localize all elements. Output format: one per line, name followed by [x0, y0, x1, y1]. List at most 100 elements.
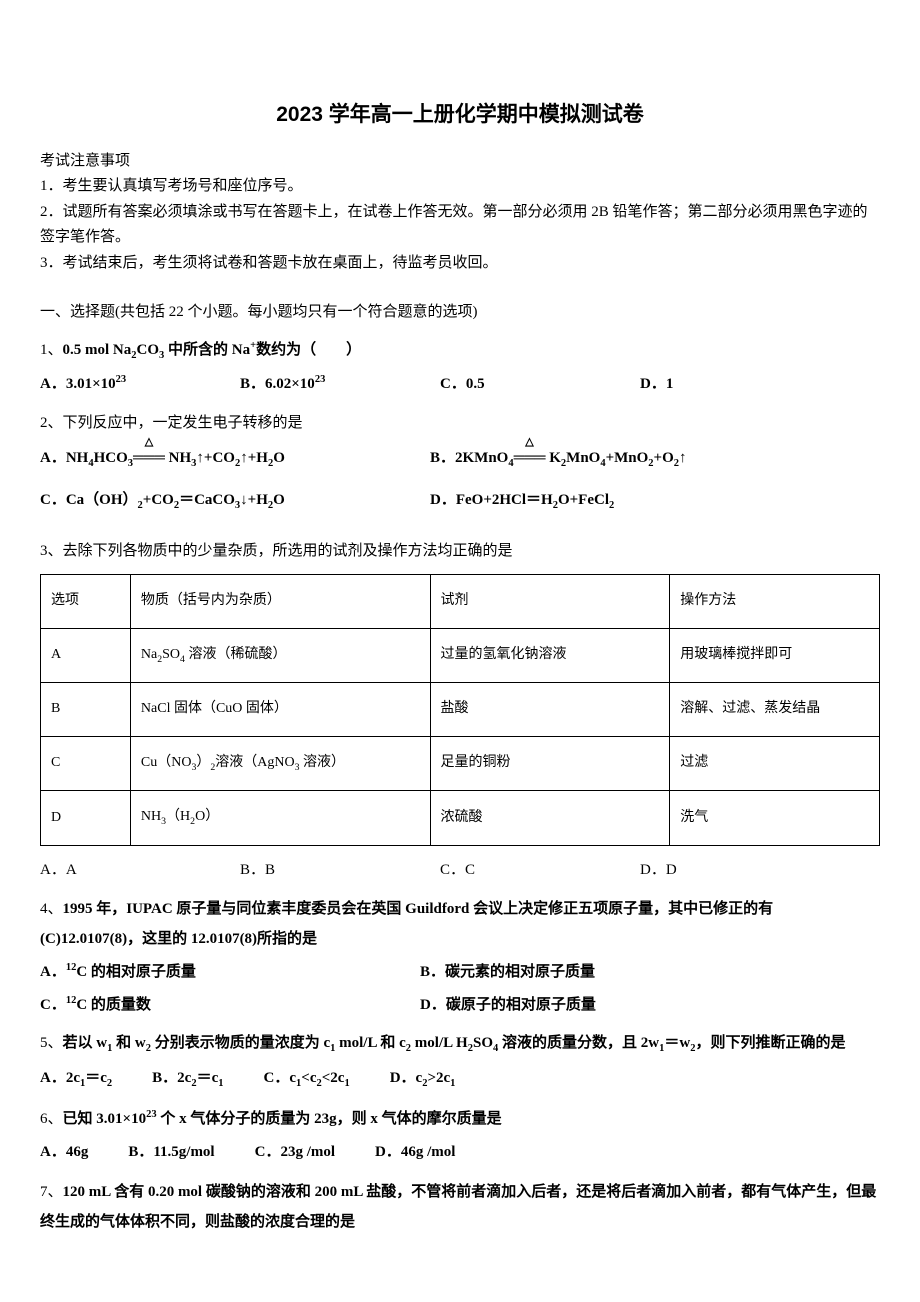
question-7: 7、120 mL 含有 0.20 mol 碳酸钠的溶液和 200 mL 盐酸，不… — [40, 1177, 880, 1237]
q3-option-b: B．B — [240, 856, 440, 885]
q4-options-row2: C．12C 的质量数 D．碳原子的相对原子质量 — [40, 991, 880, 1020]
q1-t2: CO — [137, 342, 160, 358]
q3-options: A．A B．B C．C D．D — [40, 856, 880, 885]
q5-prefix: 5、 — [40, 1035, 63, 1051]
question-4-text: 4、1995 年，IUPAC 原子量与同位素丰度委员会在英国 Guildford… — [40, 894, 880, 924]
q5d2: >2c — [427, 1070, 450, 1086]
cell-reagent: 足量的铜粉 — [430, 736, 670, 790]
q4-t1: 1995 年，IUPAC 原子量与同位素丰度委员会在英国 Guildford 会… — [63, 901, 774, 917]
q5-8: ＝w — [664, 1035, 690, 1051]
c2-s4: 溶液） — [300, 755, 346, 770]
q6-option-b: B．11.5g/mol — [128, 1138, 214, 1167]
table-row: A Na2SO4 溶液（稀硫酸） 过量的氢氧化钠溶液 用玻璃棒搅拌即可 — [41, 628, 880, 682]
q4a-sup: 12 — [66, 962, 77, 973]
question-7-text: 7、120 mL 含有 0.20 mol 碳酸钠的溶液和 200 mL 盐酸，不… — [40, 1177, 880, 1237]
q7-prefix: 7、 — [40, 1184, 63, 1200]
q2a-3: NH — [165, 450, 191, 466]
q5-options: A．2c1＝c2 B．2c2＝c1 C．c1<c2<2c1 D．c2>2c1 — [40, 1064, 880, 1094]
q1-options: A．3.01×1023 B．6.02×1023 C．0.5 D．1 — [40, 370, 880, 399]
q2-option-a: A．NH4HCO3△═══ NH3↑+CO2↑+H2O — [40, 444, 430, 474]
q1-option-b: B．6.02×1023 — [240, 370, 440, 399]
q2c-5: O — [273, 492, 285, 508]
q1-b-text: B．6.02×10 — [240, 376, 315, 392]
q5-option-a: A．2c1＝c2 — [40, 1064, 112, 1094]
q2a-5: ↑+H — [240, 450, 268, 466]
question-1: 1、0.5 mol Na2CO3 中所含的 Na+数约为（ ） A．3.01×1… — [40, 335, 880, 399]
cell-reagent: 盐酸 — [430, 683, 670, 737]
q2c-4: ↓+H — [240, 492, 268, 508]
q2c-2: +CO — [143, 492, 174, 508]
question-2: 2、下列反应中，一定发生电子转移的是 A．NH4HCO3△═══ NH3↑+CO… — [40, 408, 880, 528]
table-row: C Cu（NO3）2溶液（AgNO3 溶液） 足量的铜粉 过滤 — [41, 736, 880, 790]
cell-reagent: 过量的氢氧化钠溶液 — [430, 628, 670, 682]
page-title: 2023 学年高一上册化学期中模拟测试卷 — [40, 95, 880, 135]
q3-t: 去除下列各物质中的少量杂质，所选用的试剂及操作方法均正确的是 — [63, 543, 513, 559]
q6-options: A．46g B．11.5g/mol C．23g /mol D．46g /mol — [40, 1138, 880, 1167]
q4-option-c: C．12C 的质量数 — [40, 991, 420, 1020]
q4-options-row1: A．12C 的相对原子质量 B．碳元素的相对原子质量 — [40, 958, 880, 987]
exam-instructions: 考试注意事项 1．考生要认真填写考场号和座位序号。 2．试题所有答案必须填涂或书… — [40, 149, 880, 277]
q5c2: <c — [301, 1070, 316, 1086]
q6-2: 个 x 气体分子的质量为 23g，则 x 气体的摩尔质量是 — [157, 1111, 502, 1127]
q4-prefix: 4、 — [40, 901, 63, 917]
instructions-header: 考试注意事项 — [40, 149, 880, 175]
q6-sup: 23 — [146, 1109, 157, 1120]
question-4-text2: (C)12.0107(8)，这里的 12.0107(8)所指的是 — [40, 924, 880, 954]
q2c-3: ＝CaCO — [179, 492, 235, 508]
question-5: 5、若以 w1 和 w2 分别表示物质的量浓度为 c1 mol/L 和 c2 m… — [40, 1027, 880, 1094]
q2-option-c: C．Ca（OH）2+CO2＝CaCO3↓+H2O — [40, 486, 430, 516]
c0-s2: SO — [162, 647, 180, 662]
question-5-text: 5、若以 w1 和 w2 分别表示物质的量浓度为 c1 mol/L 和 c2 m… — [40, 1027, 880, 1060]
instruction-3: 3．考试结束后，考生须将试卷和答题卡放在桌面上，待监考员收回。 — [40, 251, 880, 277]
q5a2: ＝c — [85, 1070, 107, 1086]
table-row: D NH3（H2O） 浓硫酸 洗气 — [41, 791, 880, 845]
q2c-1: C．Ca（OH） — [40, 492, 138, 508]
c2-s3: 溶液（AgNO — [215, 755, 294, 770]
q4c-sup: 12 — [66, 995, 77, 1006]
q5-3: 分别表示物质的量浓度为 c — [151, 1035, 330, 1051]
q2b-6: ↑ — [679, 450, 687, 466]
q6-prefix: 6、 — [40, 1111, 63, 1127]
cell-method: 过滤 — [670, 736, 880, 790]
question-3: 3、去除下列各物质中的少量杂质，所选用的试剂及操作方法均正确的是 选项 物质（括… — [40, 536, 880, 884]
question-6: 6、已知 3.01×1023 个 x 气体分子的质量为 23g，则 x 气体的摩… — [40, 1104, 880, 1167]
q2-prefix: 2、 — [40, 415, 63, 431]
q4c-2: C 的质量数 — [76, 997, 151, 1013]
q3-prefix: 3、 — [40, 543, 63, 559]
table-row: B NaCl 固体（CuO 固体） 盐酸 溶解、过滤、蒸发结晶 — [41, 683, 880, 737]
th-reagent: 试剂 — [430, 575, 670, 629]
c3-s2: （H — [166, 809, 190, 824]
q7-t: 120 mL 含有 0.20 mol 碳酸钠的溶液和 200 mL 盐酸，不管将… — [40, 1184, 876, 1230]
th-method: 操作方法 — [670, 575, 880, 629]
q2d-2: O+FeCl — [558, 492, 609, 508]
q5b2: ＝c — [197, 1070, 219, 1086]
q1-t1: 0.5 mol Na — [63, 342, 132, 358]
instruction-1: 1．考生要认真填写考场号和座位序号。 — [40, 174, 880, 200]
q3-option-c: C．C — [440, 856, 640, 885]
c0-s3: 溶液（稀硫酸） — [185, 647, 287, 662]
cell-reagent: 浓硫酸 — [430, 791, 670, 845]
q2b-3: MnO — [566, 450, 600, 466]
c0-s1: Na — [141, 647, 157, 662]
cell-substance: Na2SO4 溶液（稀硫酸） — [130, 628, 430, 682]
q5c3: <2c — [322, 1070, 345, 1086]
c3-s1: NH — [141, 809, 161, 824]
q4-option-d: D．碳原子的相对原子质量 — [420, 991, 800, 1020]
q2-t: 下列反应中，一定发生电子转移的是 — [63, 415, 303, 431]
q4-option-a: A．12C 的相对原子质量 — [40, 958, 420, 987]
q2-option-b: B．2KMnO4△═══ K2MnO4+MnO2+O2↑ — [430, 444, 820, 474]
q5-4: mol/L 和 c — [335, 1035, 405, 1051]
question-4: 4、1995 年，IUPAC 原子量与同位素丰度委员会在英国 Guildford… — [40, 894, 880, 1019]
q1-t4: 数约为（ ） — [256, 342, 361, 358]
section-1-header: 一、选择题(共包括 22 个小题。每小题均只有一个符合题意的选项) — [40, 298, 880, 327]
th-option: 选项 — [41, 575, 131, 629]
q1-a-sup: 23 — [116, 374, 127, 385]
q4a-1: A． — [40, 964, 66, 980]
cell-substance: NH3（H2O） — [130, 791, 430, 845]
q6-option-a: A．46g — [40, 1138, 88, 1167]
q5c1: C．c — [264, 1070, 297, 1086]
q2-options: A．NH4HCO3△═══ NH3↑+CO2↑+H2O B．2KMnO4△═══… — [40, 444, 880, 528]
cell-opt: D — [41, 791, 131, 845]
q1-a-text: A．3.01×10 — [40, 376, 116, 392]
q4-option-b: B．碳元素的相对原子质量 — [420, 958, 800, 987]
